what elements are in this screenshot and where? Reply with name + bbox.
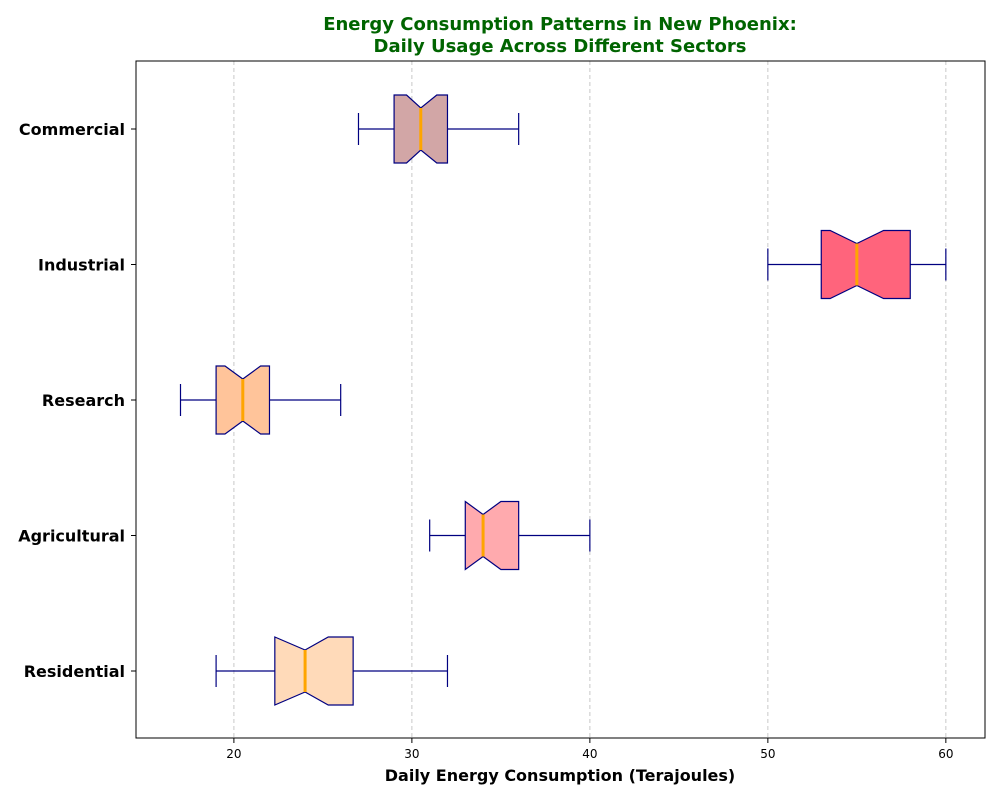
- box-industrial: [767, 229, 947, 300]
- y-tick-label-commercial: Commercial: [19, 120, 125, 139]
- chart-title-line-1: Energy Consumption Patterns in New Phoen…: [323, 14, 797, 35]
- box-agricultural: [429, 500, 591, 571]
- box-series: [179, 94, 947, 706]
- notched-box-industrial: [820, 229, 911, 300]
- x-tick-label-40: 40: [582, 747, 597, 761]
- x-tick-label-60: 60: [938, 747, 953, 761]
- box-commercial: [357, 94, 520, 164]
- x-axis-label: Daily Energy Consumption (Terajoules): [385, 766, 736, 785]
- x-tick-label-50: 50: [760, 747, 775, 761]
- x-axis-ticks: 20 30 40 50 60: [226, 738, 953, 761]
- notched-box-agricultural: [464, 500, 520, 571]
- y-tick-label-research: Research: [42, 391, 125, 410]
- y-tick-label-agricultural: Agricultural: [18, 527, 125, 546]
- y-axis-ticks: Residential Agricultural Research Industria…: [18, 120, 136, 681]
- x-tick-label-20: 20: [226, 747, 241, 761]
- box-residential: [215, 636, 449, 706]
- y-tick-label-industrial: Industrial: [38, 256, 125, 275]
- box-research: [179, 365, 342, 435]
- x-tick-label-30: 30: [404, 747, 419, 761]
- y-tick-label-residential: Residential: [24, 662, 125, 681]
- chart-title-line-2: Daily Usage Across Different Sectors: [374, 36, 747, 57]
- notched-box-residential: [274, 636, 354, 706]
